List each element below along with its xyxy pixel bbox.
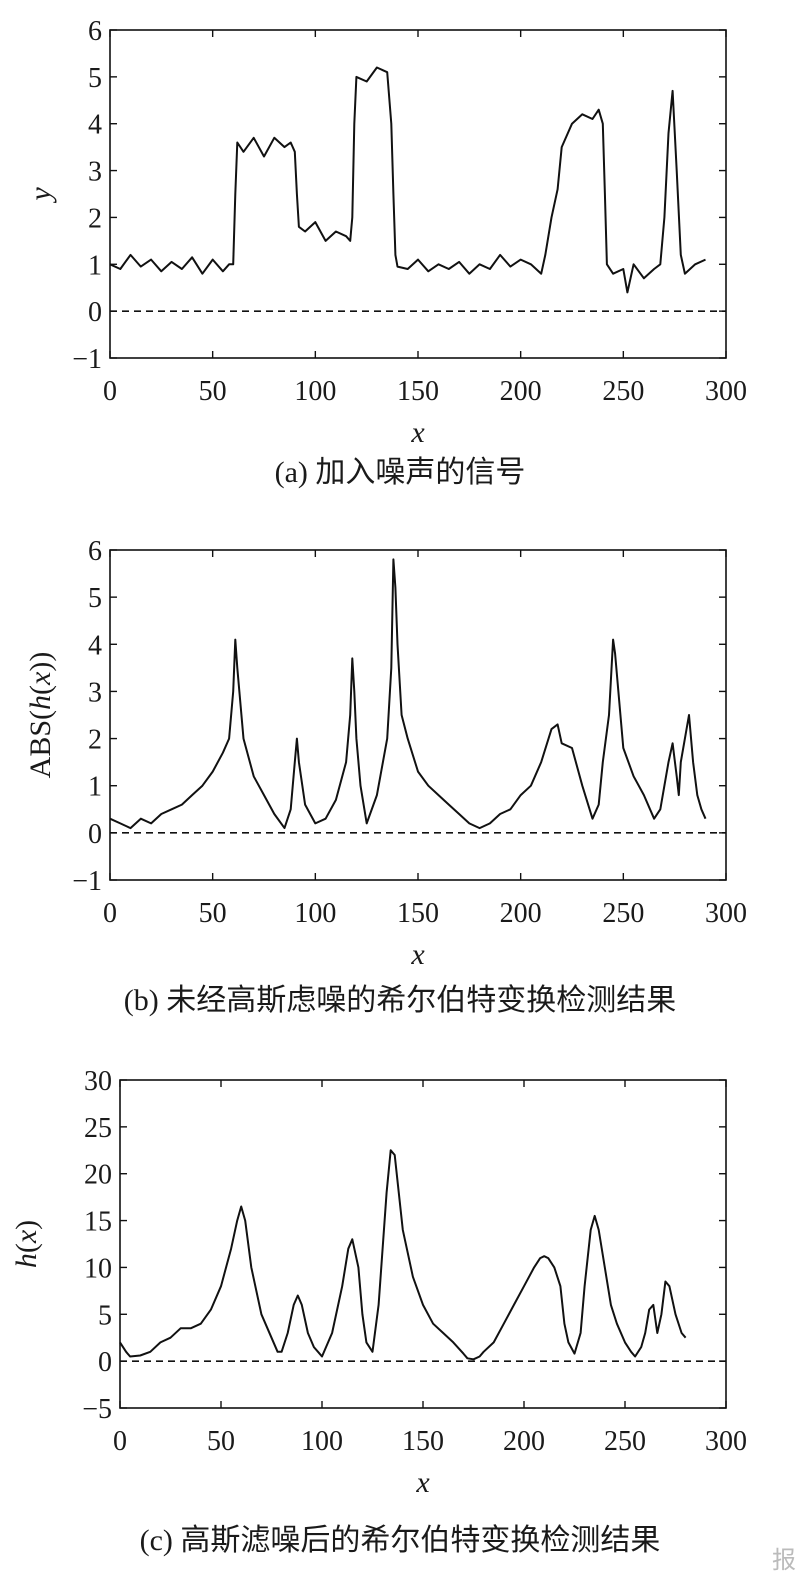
y-tick-label: 15 xyxy=(84,1207,112,1238)
y-tick-label: 0 xyxy=(88,819,102,850)
x-tick-label: 0 xyxy=(103,898,117,929)
y-tick-label: 25 xyxy=(84,1113,112,1144)
axes-frame xyxy=(109,29,727,359)
chart-c: 0 50 100 150 200 250 300−5051015202530xh(x)(c)… xyxy=(10,1066,747,1557)
y-axis-label-part: x xyxy=(24,671,57,686)
y-tick-label: 0 xyxy=(88,297,102,328)
chart-b: 0 50 100 150 200 250 300−10123456xABS(h(x))(b)… xyxy=(24,536,747,1017)
x-tick-label: 200 xyxy=(500,898,542,929)
x-axis-label: x xyxy=(415,1466,430,1499)
y-tick-label: 6 xyxy=(88,16,102,47)
y-axis-label-part: x xyxy=(10,1229,43,1244)
y-axis-label-part: )) xyxy=(24,652,57,672)
y-axis-label-part: ABS( xyxy=(24,710,57,778)
series-line-0 xyxy=(109,558,707,830)
axes-frame xyxy=(109,549,727,881)
y-tick-label: −1 xyxy=(72,344,102,375)
y-tick-label: 30 xyxy=(84,1066,112,1097)
x-tick-label: 50 xyxy=(207,1426,235,1457)
y-axis-label-part: ) xyxy=(10,1220,43,1230)
x-tick-label: 150 xyxy=(397,376,439,407)
y-axis-label-part: ( xyxy=(24,685,57,695)
y-axis-label-part: h xyxy=(24,695,57,710)
y-tick-label: 2 xyxy=(88,725,102,756)
y-axis-label-part: ( xyxy=(10,1243,43,1253)
series-line-0 xyxy=(119,1149,687,1361)
x-tick-label: 250 xyxy=(602,898,644,929)
x-tick-label: 50 xyxy=(199,898,227,929)
y-tick-label: 20 xyxy=(84,1160,112,1191)
series-line-0 xyxy=(109,66,706,294)
x-tick-label: 300 xyxy=(705,898,747,929)
y-axis-label: y xyxy=(24,187,57,204)
chart-caption: (c) 高斯滤噪后的希尔伯特变换检测结果 xyxy=(140,1524,661,1557)
x-tick-label: 250 xyxy=(602,376,644,407)
x-tick-label: 150 xyxy=(397,898,439,929)
y-tick-label: 10 xyxy=(84,1253,112,1284)
x-tick-label: 150 xyxy=(402,1426,444,1457)
y-axis-label: h(x) xyxy=(10,1220,43,1268)
y-tick-label: 3 xyxy=(88,677,102,708)
x-tick-label: 250 xyxy=(604,1426,646,1457)
y-tick-label: 5 xyxy=(98,1300,112,1331)
watermark-text: 报 xyxy=(772,1546,796,1574)
y-tick-label: −1 xyxy=(72,866,102,897)
x-axis-label: x xyxy=(410,938,425,971)
chart-caption: (b) 未经高斯虑噪的希尔伯特变换检测结果 xyxy=(124,984,676,1017)
x-tick-label: 100 xyxy=(294,376,336,407)
chart-caption: (a) 加入噪声的信号 xyxy=(275,456,526,489)
x-tick-label: 0 xyxy=(113,1426,127,1457)
y-tick-label: 5 xyxy=(88,583,102,614)
x-tick-label: 200 xyxy=(503,1426,545,1457)
x-axis-label: x xyxy=(410,416,425,449)
x-tick-label: 100 xyxy=(294,898,336,929)
y-axis-label: ABS(h(x)) xyxy=(24,652,57,779)
y-tick-label: 2 xyxy=(88,203,102,234)
y-tick-label: 1 xyxy=(88,772,102,803)
y-tick-label: 1 xyxy=(88,250,102,281)
y-tick-label: 3 xyxy=(88,157,102,188)
x-tick-label: 300 xyxy=(705,1426,747,1457)
x-tick-label: 100 xyxy=(301,1426,343,1457)
y-tick-label: −5 xyxy=(82,1394,112,1425)
y-tick-label: 6 xyxy=(88,536,102,567)
x-tick-label: 300 xyxy=(705,376,747,407)
y-tick-label: 4 xyxy=(88,630,102,661)
y-tick-label: 0 xyxy=(98,1347,112,1378)
x-tick-label: 0 xyxy=(103,376,117,407)
y-axis-label-part: h xyxy=(10,1253,43,1268)
x-tick-label: 200 xyxy=(500,376,542,407)
y-tick-label: 4 xyxy=(88,110,102,141)
y-tick-label: 5 xyxy=(88,63,102,94)
x-tick-label: 50 xyxy=(199,376,227,407)
axes-frame xyxy=(119,1079,727,1409)
